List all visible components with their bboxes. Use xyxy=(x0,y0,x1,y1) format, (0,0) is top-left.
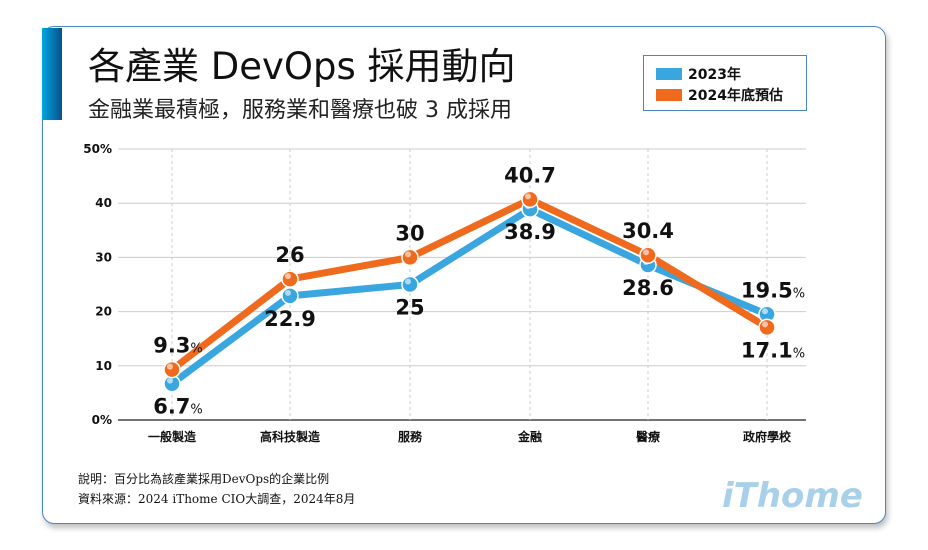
data-point-highlight xyxy=(762,308,768,315)
data-label: 25 xyxy=(395,296,424,320)
data-point-highlight xyxy=(285,273,291,280)
legend-swatch xyxy=(656,68,682,80)
data-label: 6.7% xyxy=(153,395,203,419)
legend-label: 2024年底預估 xyxy=(688,88,783,104)
ithome-logo: iThome xyxy=(722,476,863,516)
percent-sign: % xyxy=(190,342,202,357)
percent-sign: % xyxy=(793,346,805,361)
data-point xyxy=(639,246,657,264)
legend: 2023年 2024年底預估 xyxy=(643,55,807,111)
y-tick-label: 30 xyxy=(95,250,112,264)
data-label: 17.1% xyxy=(741,338,805,362)
y-tick-label: 40 xyxy=(95,196,112,210)
data-label: 9.3% xyxy=(153,334,203,358)
legend-swatch xyxy=(656,89,682,101)
data-label: 38.9 xyxy=(504,220,556,244)
data-point xyxy=(521,190,539,209)
y-tick-label: 20 xyxy=(95,305,112,319)
data-point-highlight xyxy=(525,193,531,200)
series-line-0 xyxy=(169,205,769,387)
legend-item-2023: 2023年 xyxy=(656,64,741,84)
data-point xyxy=(281,287,299,305)
data-point xyxy=(163,360,181,379)
x-tick-label: 金融 xyxy=(517,429,542,444)
data-point-highlight xyxy=(167,363,173,370)
chart-title: 各產業 DevOps 採用動向 xyxy=(88,45,516,88)
percent-sign: % xyxy=(190,403,202,418)
x-tick-label: 醫療 xyxy=(636,429,660,444)
legend-label: 2023年 xyxy=(688,67,741,83)
data-point-highlight xyxy=(405,278,411,285)
note-text: 說明：百分比為該產業採用DevOps的企業比例 xyxy=(78,472,330,486)
data-label: 26 xyxy=(275,243,304,267)
data-label: 30.4 xyxy=(622,219,674,243)
percent-sign: % xyxy=(793,286,805,301)
series-line-1 xyxy=(169,195,769,373)
chart-subtitle: 金融業最積極，服務業和醫療也破 3 成採用 xyxy=(88,98,512,123)
data-point xyxy=(758,318,776,337)
data-point-highlight xyxy=(405,251,411,258)
data-point xyxy=(281,270,299,288)
data-label: 28.6 xyxy=(622,276,674,300)
source-text: 資料來源：2024 iThome CIO大調查，2024年8月 xyxy=(78,492,356,506)
x-tick-label: 一般製造 xyxy=(148,429,197,444)
y-tick-label: 50% xyxy=(83,142,112,156)
x-tick-label: 高科技製造 xyxy=(260,429,321,444)
data-label: 22.9 xyxy=(264,307,316,331)
legend-item-2024: 2024年底預估 xyxy=(656,85,783,105)
data-label: 19.5% xyxy=(741,278,805,302)
data-point-highlight xyxy=(167,377,173,384)
data-point-highlight xyxy=(762,321,768,328)
data-point xyxy=(401,275,419,294)
x-tick-label: 政府學校 xyxy=(743,429,792,444)
y-tick-label: 0% xyxy=(92,413,112,427)
data-point xyxy=(401,248,419,267)
data-point-highlight xyxy=(643,249,649,256)
data-label: 40.7 xyxy=(504,163,556,187)
accent-bar xyxy=(42,28,62,120)
data-label: 30 xyxy=(395,221,424,245)
y-tick-label: 10 xyxy=(95,359,112,373)
x-tick-label: 服務 xyxy=(398,429,423,444)
data-point-highlight xyxy=(285,289,291,296)
